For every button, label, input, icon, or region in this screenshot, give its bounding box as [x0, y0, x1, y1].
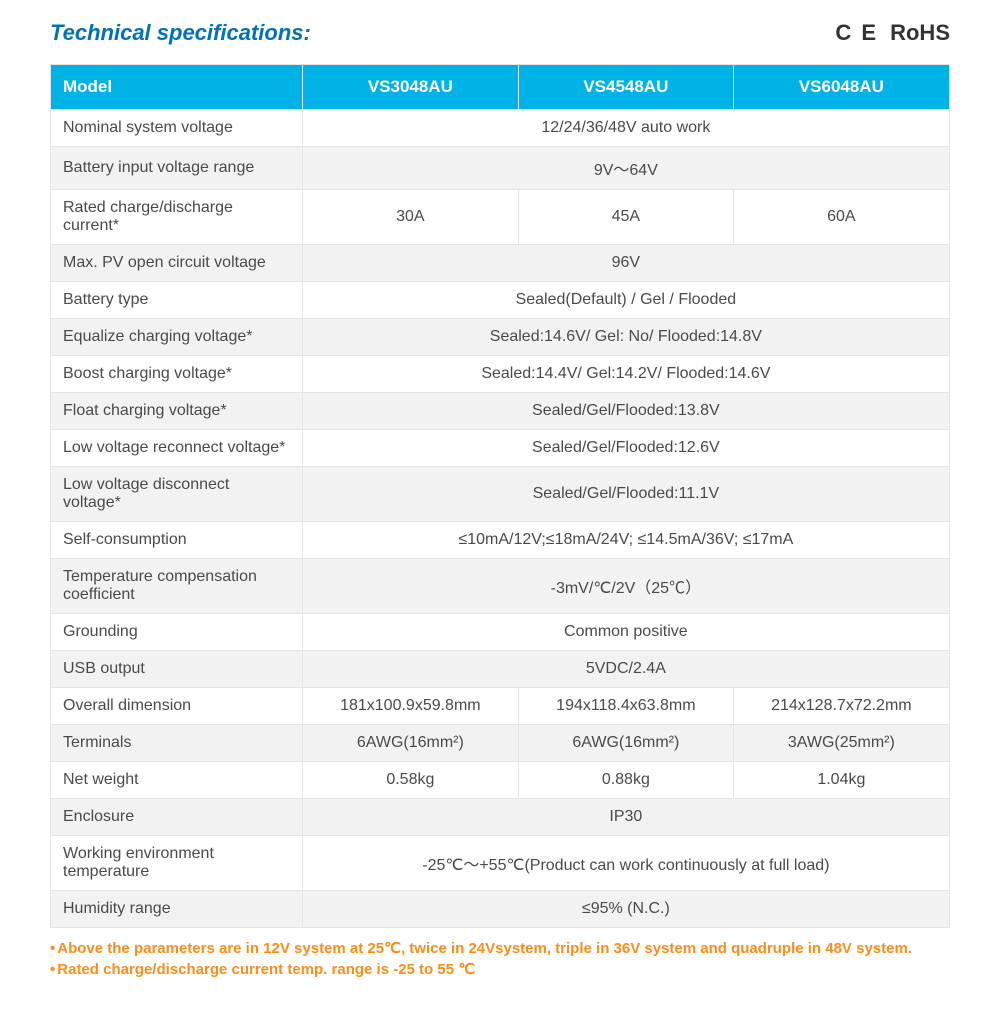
spec-label: Float charging voltage*: [51, 393, 303, 430]
spec-label: Rated charge/discharge current*: [51, 190, 303, 245]
spec-value: Sealed/Gel/Flooded:12.6V: [302, 430, 949, 467]
table-row: Low voltage reconnect voltage*Sealed/Gel…: [51, 430, 950, 467]
spec-value: 45A: [518, 190, 733, 245]
table-row: Overall dimension181x100.9x59.8mm194x118…: [51, 688, 950, 725]
spec-label: USB output: [51, 651, 303, 688]
col-model: Model: [51, 65, 303, 110]
table-row: USB output5VDC/2.4A: [51, 651, 950, 688]
spec-value: 6AWG(16mm²): [518, 725, 733, 762]
spec-label: Nominal system voltage: [51, 110, 303, 147]
footnote-1: Above the parameters are in 12V system a…: [50, 938, 950, 959]
spec-label: Working environment temperature: [51, 836, 303, 891]
spec-label: Low voltage reconnect voltage*: [51, 430, 303, 467]
table-row: Max. PV open circuit voltage96V: [51, 245, 950, 282]
spec-label: Max. PV open circuit voltage: [51, 245, 303, 282]
spec-value: 96V: [302, 245, 949, 282]
spec-table: Model VS3048AU VS4548AU VS6048AU Nominal…: [50, 64, 950, 928]
spec-value: 3AWG(25mm²): [733, 725, 949, 762]
spec-value: 5VDC/2.4A: [302, 651, 949, 688]
table-row: Equalize charging voltage*Sealed:14.6V/ …: [51, 319, 950, 356]
footnotes: Above the parameters are in 12V system a…: [50, 938, 950, 980]
table-row: GroundingCommon positive: [51, 614, 950, 651]
table-row: Temperature compensation coefficient-3mV…: [51, 559, 950, 614]
spec-value: ≤95% (N.C.): [302, 891, 949, 928]
table-header-row: Model VS3048AU VS4548AU VS6048AU: [51, 65, 950, 110]
table-row: Net weight0.58kg0.88kg1.04kg: [51, 762, 950, 799]
spec-value: 214x128.7x72.2mm: [733, 688, 949, 725]
spec-value: 9V～64V: [302, 147, 949, 190]
spec-label: Net weight: [51, 762, 303, 799]
spec-value: Sealed/Gel/Flooded:11.1V: [302, 467, 949, 522]
page-title: Technical specifications:: [50, 20, 311, 46]
spec-label: Boost charging voltage*: [51, 356, 303, 393]
table-row: Boost charging voltage*Sealed:14.4V/ Gel…: [51, 356, 950, 393]
spec-value: IP30: [302, 799, 949, 836]
spec-value: -25℃～+55℃(Product can work continuously …: [302, 836, 949, 891]
spec-label: Humidity range: [51, 891, 303, 928]
spec-value: 12/24/36/48V auto work: [302, 110, 949, 147]
spec-label: Battery type: [51, 282, 303, 319]
spec-value: 194x118.4x63.8mm: [518, 688, 733, 725]
spec-value: 30A: [302, 190, 518, 245]
spec-label: Self-consumption: [51, 522, 303, 559]
spec-label: Terminals: [51, 725, 303, 762]
spec-label: Equalize charging voltage*: [51, 319, 303, 356]
spec-label: Overall dimension: [51, 688, 303, 725]
table-row: Battery input voltage range9V～64V: [51, 147, 950, 190]
spec-value: 0.88kg: [518, 762, 733, 799]
col-m2: VS4548AU: [518, 65, 733, 110]
spec-value: 6AWG(16mm²): [302, 725, 518, 762]
spec-value: Common positive: [302, 614, 949, 651]
col-m3: VS6048AU: [733, 65, 949, 110]
table-row: Low voltage disconnect voltage*Sealed/Ge…: [51, 467, 950, 522]
table-row: Float charging voltage*Sealed/Gel/Floode…: [51, 393, 950, 430]
table-row: Rated charge/discharge current*30A45A60A: [51, 190, 950, 245]
table-row: Humidity range≤95% (N.C.): [51, 891, 950, 928]
spec-label: Grounding: [51, 614, 303, 651]
spec-value: ≤10mA/12V;≤18mA/24V; ≤14.5mA/36V; ≤17mA: [302, 522, 949, 559]
spec-label: Low voltage disconnect voltage*: [51, 467, 303, 522]
certification-badges: C E RoHS: [835, 20, 950, 46]
spec-label: Temperature compensation coefficient: [51, 559, 303, 614]
spec-value: 1.04kg: [733, 762, 949, 799]
spec-value: -3mV/℃/2V（25℃）: [302, 559, 949, 614]
spec-value: 60A: [733, 190, 949, 245]
spec-label: Enclosure: [51, 799, 303, 836]
table-row: EnclosureIP30: [51, 799, 950, 836]
spec-value: 181x100.9x59.8mm: [302, 688, 518, 725]
table-row: Working environment temperature-25℃～+55℃…: [51, 836, 950, 891]
spec-value: Sealed:14.4V/ Gel:14.2V/ Flooded:14.6V: [302, 356, 949, 393]
table-row: Nominal system voltage12/24/36/48V auto …: [51, 110, 950, 147]
rohs-label: RoHS: [890, 20, 950, 46]
table-row: Battery typeSealed(Default) / Gel / Floo…: [51, 282, 950, 319]
spec-value: Sealed(Default) / Gel / Flooded: [302, 282, 949, 319]
header-row: Technical specifications: C E RoHS: [50, 20, 950, 46]
table-row: Self-consumption≤10mA/12V;≤18mA/24V; ≤14…: [51, 522, 950, 559]
spec-value: Sealed:14.6V/ Gel: No/ Flooded:14.8V: [302, 319, 949, 356]
spec-label: Battery input voltage range: [51, 147, 303, 190]
spec-table-body: Nominal system voltage12/24/36/48V auto …: [51, 110, 950, 928]
ce-mark-icon: C E: [835, 20, 878, 46]
footnote-2: Rated charge/discharge current temp. ran…: [50, 959, 950, 980]
col-m1: VS3048AU: [302, 65, 518, 110]
table-row: Terminals6AWG(16mm²)6AWG(16mm²)3AWG(25mm…: [51, 725, 950, 762]
spec-value: 0.58kg: [302, 762, 518, 799]
spec-value: Sealed/Gel/Flooded:13.8V: [302, 393, 949, 430]
